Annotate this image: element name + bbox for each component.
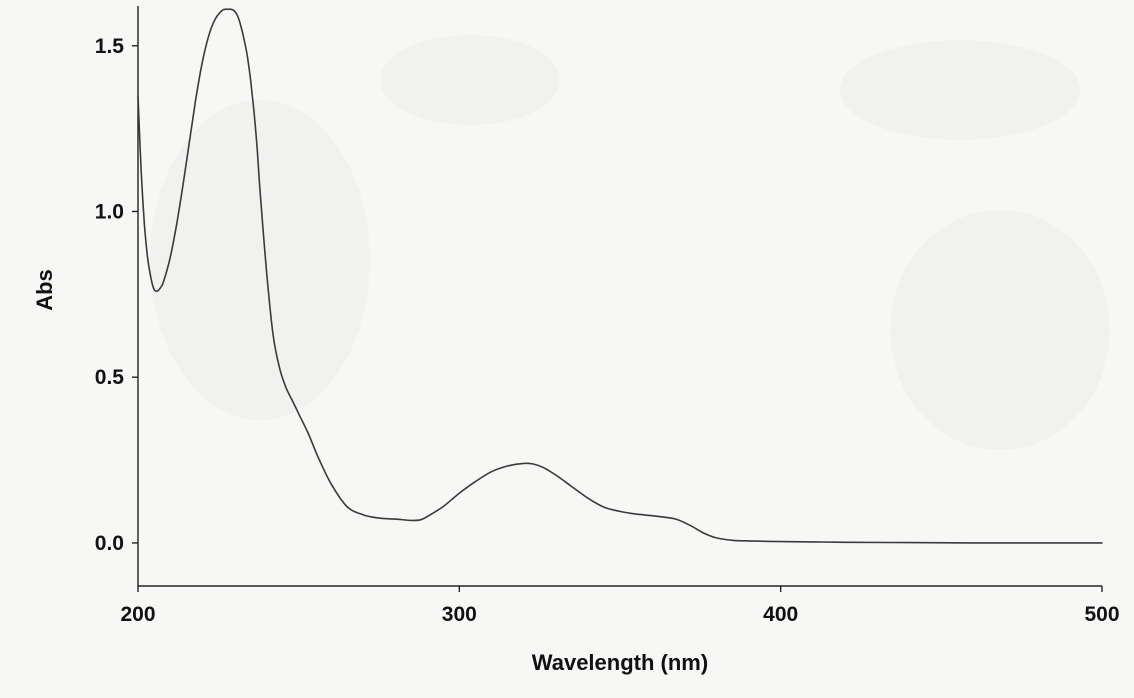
scan-background bbox=[150, 35, 1110, 450]
x-tick-label: 500 bbox=[1084, 603, 1119, 626]
x-tick-label: 300 bbox=[442, 603, 477, 626]
background-smudge bbox=[890, 210, 1110, 450]
background-smudge bbox=[840, 40, 1080, 140]
background-smudge bbox=[150, 100, 370, 420]
y-tick-label: 1.0 bbox=[95, 200, 124, 223]
absorbance-series-line bbox=[137, 8, 1103, 544]
x-tick-label: 200 bbox=[120, 603, 155, 626]
background-smudge bbox=[380, 35, 560, 125]
y-tick-label: 0.5 bbox=[95, 366, 125, 389]
y-tick-label: 0.0 bbox=[95, 532, 124, 555]
x-tick-label: 400 bbox=[763, 603, 798, 626]
y-axis-title: Abs bbox=[32, 269, 57, 311]
x-axis-title: Wavelength (nm) bbox=[532, 650, 708, 675]
series-layer bbox=[137, 8, 1103, 544]
ticks: 0.0 0.5 1.0 1.5 200 300 400 500 bbox=[95, 35, 1120, 626]
y-tick-label: 1.5 bbox=[95, 35, 125, 58]
